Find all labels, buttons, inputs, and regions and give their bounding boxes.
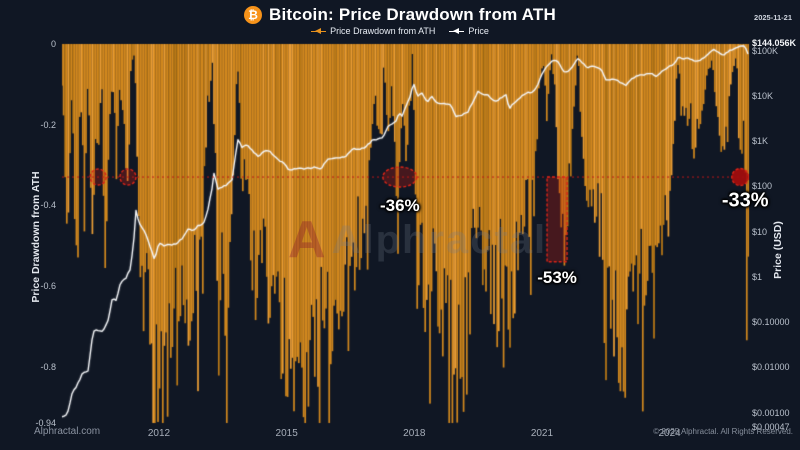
legend: Price Drawdown from ATH Price <box>0 26 800 36</box>
legend-marker-icon <box>449 27 465 35</box>
legend-label: Price <box>468 26 489 36</box>
legend-marker-icon <box>311 27 327 35</box>
legend-label: Price Drawdown from ATH <box>330 26 436 36</box>
legend-item-drawdown[interactable]: Price Drawdown from ATH <box>311 26 435 36</box>
legend-item-price[interactable]: Price <box>449 26 489 36</box>
